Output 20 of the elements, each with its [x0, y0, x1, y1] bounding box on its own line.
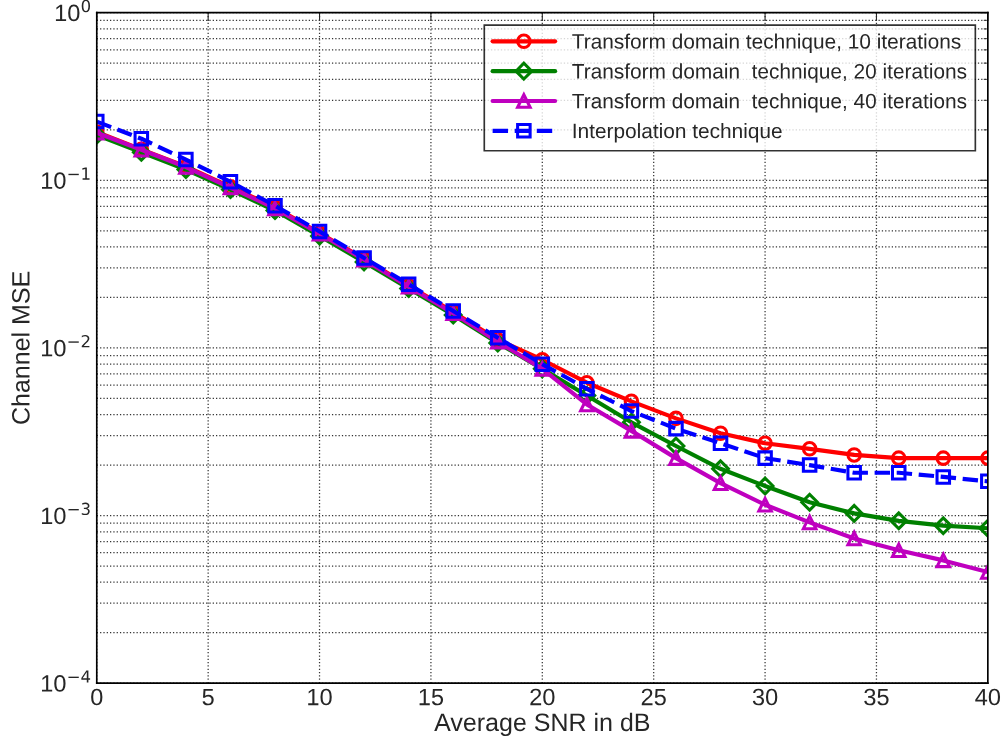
x-tick-label: 15	[419, 688, 444, 706]
legend-label: Transform domain technique, 10 iterations	[572, 33, 961, 53]
y-tick-label: 10$^{−3}$	[42, 502, 90, 525]
x-tick-label: 10	[308, 688, 332, 706]
x-tick-label: 25	[641, 688, 666, 706]
legend-label: Transform domain technique, 40 iterations	[572, 93, 967, 113]
y-tick-label: 10$^{−1}$	[42, 167, 90, 189]
y-tick-label: 10$^{−4}$	[42, 670, 91, 692]
x-tick-label: 5	[202, 688, 214, 706]
x-tick-label: 40	[975, 688, 1001, 706]
x-tick-label: 35	[864, 688, 889, 706]
x-axis-title: Average SNR in dB	[434, 712, 650, 737]
y-tick-label: 10$^{−2}$	[42, 334, 90, 357]
x-tick-label: 0	[91, 688, 103, 706]
legend-label: Transform domain technique, 20 iterations	[572, 63, 967, 83]
x-tick-label: 20	[530, 688, 555, 706]
y-tick-label: 10$^{0}$	[55, 0, 91, 22]
y-axis-title: Channel MSE	[11, 271, 30, 424]
legend-label: Interpolation technique	[573, 123, 782, 143]
x-tick-label: 30	[752, 688, 778, 706]
